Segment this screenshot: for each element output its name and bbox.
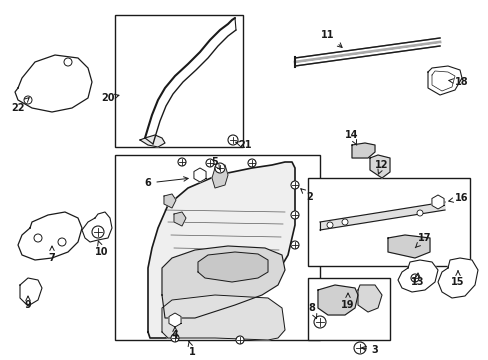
Text: 11: 11	[321, 30, 342, 48]
Circle shape	[341, 219, 347, 225]
Circle shape	[92, 226, 104, 238]
Circle shape	[171, 334, 179, 342]
Polygon shape	[427, 66, 461, 95]
Text: 10: 10	[95, 241, 108, 257]
Circle shape	[247, 159, 256, 167]
Polygon shape	[387, 235, 429, 258]
Circle shape	[236, 336, 244, 344]
Text: 8: 8	[308, 303, 316, 319]
Text: 1: 1	[188, 341, 195, 357]
Bar	[307, 178, 469, 266]
Text: 9: 9	[24, 296, 31, 310]
Text: 16: 16	[448, 193, 468, 203]
Polygon shape	[397, 260, 437, 292]
Circle shape	[326, 222, 332, 228]
Text: 5: 5	[211, 157, 220, 170]
Polygon shape	[140, 135, 164, 147]
Polygon shape	[82, 212, 112, 242]
Circle shape	[313, 316, 325, 328]
Polygon shape	[163, 194, 176, 208]
Text: 21: 21	[235, 140, 251, 150]
Bar	[115, 15, 243, 147]
Bar	[115, 155, 319, 340]
Polygon shape	[194, 168, 205, 182]
Circle shape	[205, 159, 214, 167]
Polygon shape	[369, 155, 389, 178]
Circle shape	[290, 211, 298, 219]
Circle shape	[410, 274, 418, 282]
Text: 20: 20	[101, 93, 119, 103]
Polygon shape	[317, 285, 357, 315]
Circle shape	[227, 135, 238, 145]
Polygon shape	[198, 252, 267, 282]
Polygon shape	[168, 313, 181, 327]
Polygon shape	[357, 285, 381, 312]
Circle shape	[24, 96, 32, 104]
Circle shape	[64, 58, 72, 66]
Text: 6: 6	[144, 177, 188, 188]
Bar	[307, 278, 389, 340]
Polygon shape	[20, 278, 42, 306]
Polygon shape	[18, 212, 82, 260]
Circle shape	[416, 210, 422, 216]
Polygon shape	[162, 246, 285, 318]
Polygon shape	[437, 258, 477, 298]
Circle shape	[178, 158, 185, 166]
Polygon shape	[174, 212, 185, 226]
Polygon shape	[162, 295, 285, 340]
Circle shape	[353, 342, 365, 354]
Polygon shape	[212, 165, 227, 188]
Polygon shape	[148, 162, 294, 338]
Text: 3: 3	[361, 345, 378, 355]
Text: 18: 18	[448, 77, 468, 87]
Polygon shape	[351, 143, 374, 158]
Text: 13: 13	[410, 273, 424, 287]
Circle shape	[290, 181, 298, 189]
Polygon shape	[319, 202, 444, 230]
Text: 22: 22	[11, 98, 29, 113]
Circle shape	[215, 163, 224, 173]
Text: 2: 2	[300, 189, 313, 202]
Text: 4: 4	[171, 327, 178, 340]
Circle shape	[34, 234, 42, 242]
Text: 17: 17	[414, 233, 431, 248]
Text: 12: 12	[374, 160, 388, 174]
Text: 14: 14	[345, 130, 358, 145]
Text: 7: 7	[48, 246, 55, 263]
Polygon shape	[15, 55, 92, 112]
Text: 19: 19	[341, 293, 354, 310]
Text: 15: 15	[450, 271, 464, 287]
Circle shape	[58, 238, 66, 246]
Polygon shape	[431, 195, 443, 209]
Circle shape	[290, 241, 298, 249]
